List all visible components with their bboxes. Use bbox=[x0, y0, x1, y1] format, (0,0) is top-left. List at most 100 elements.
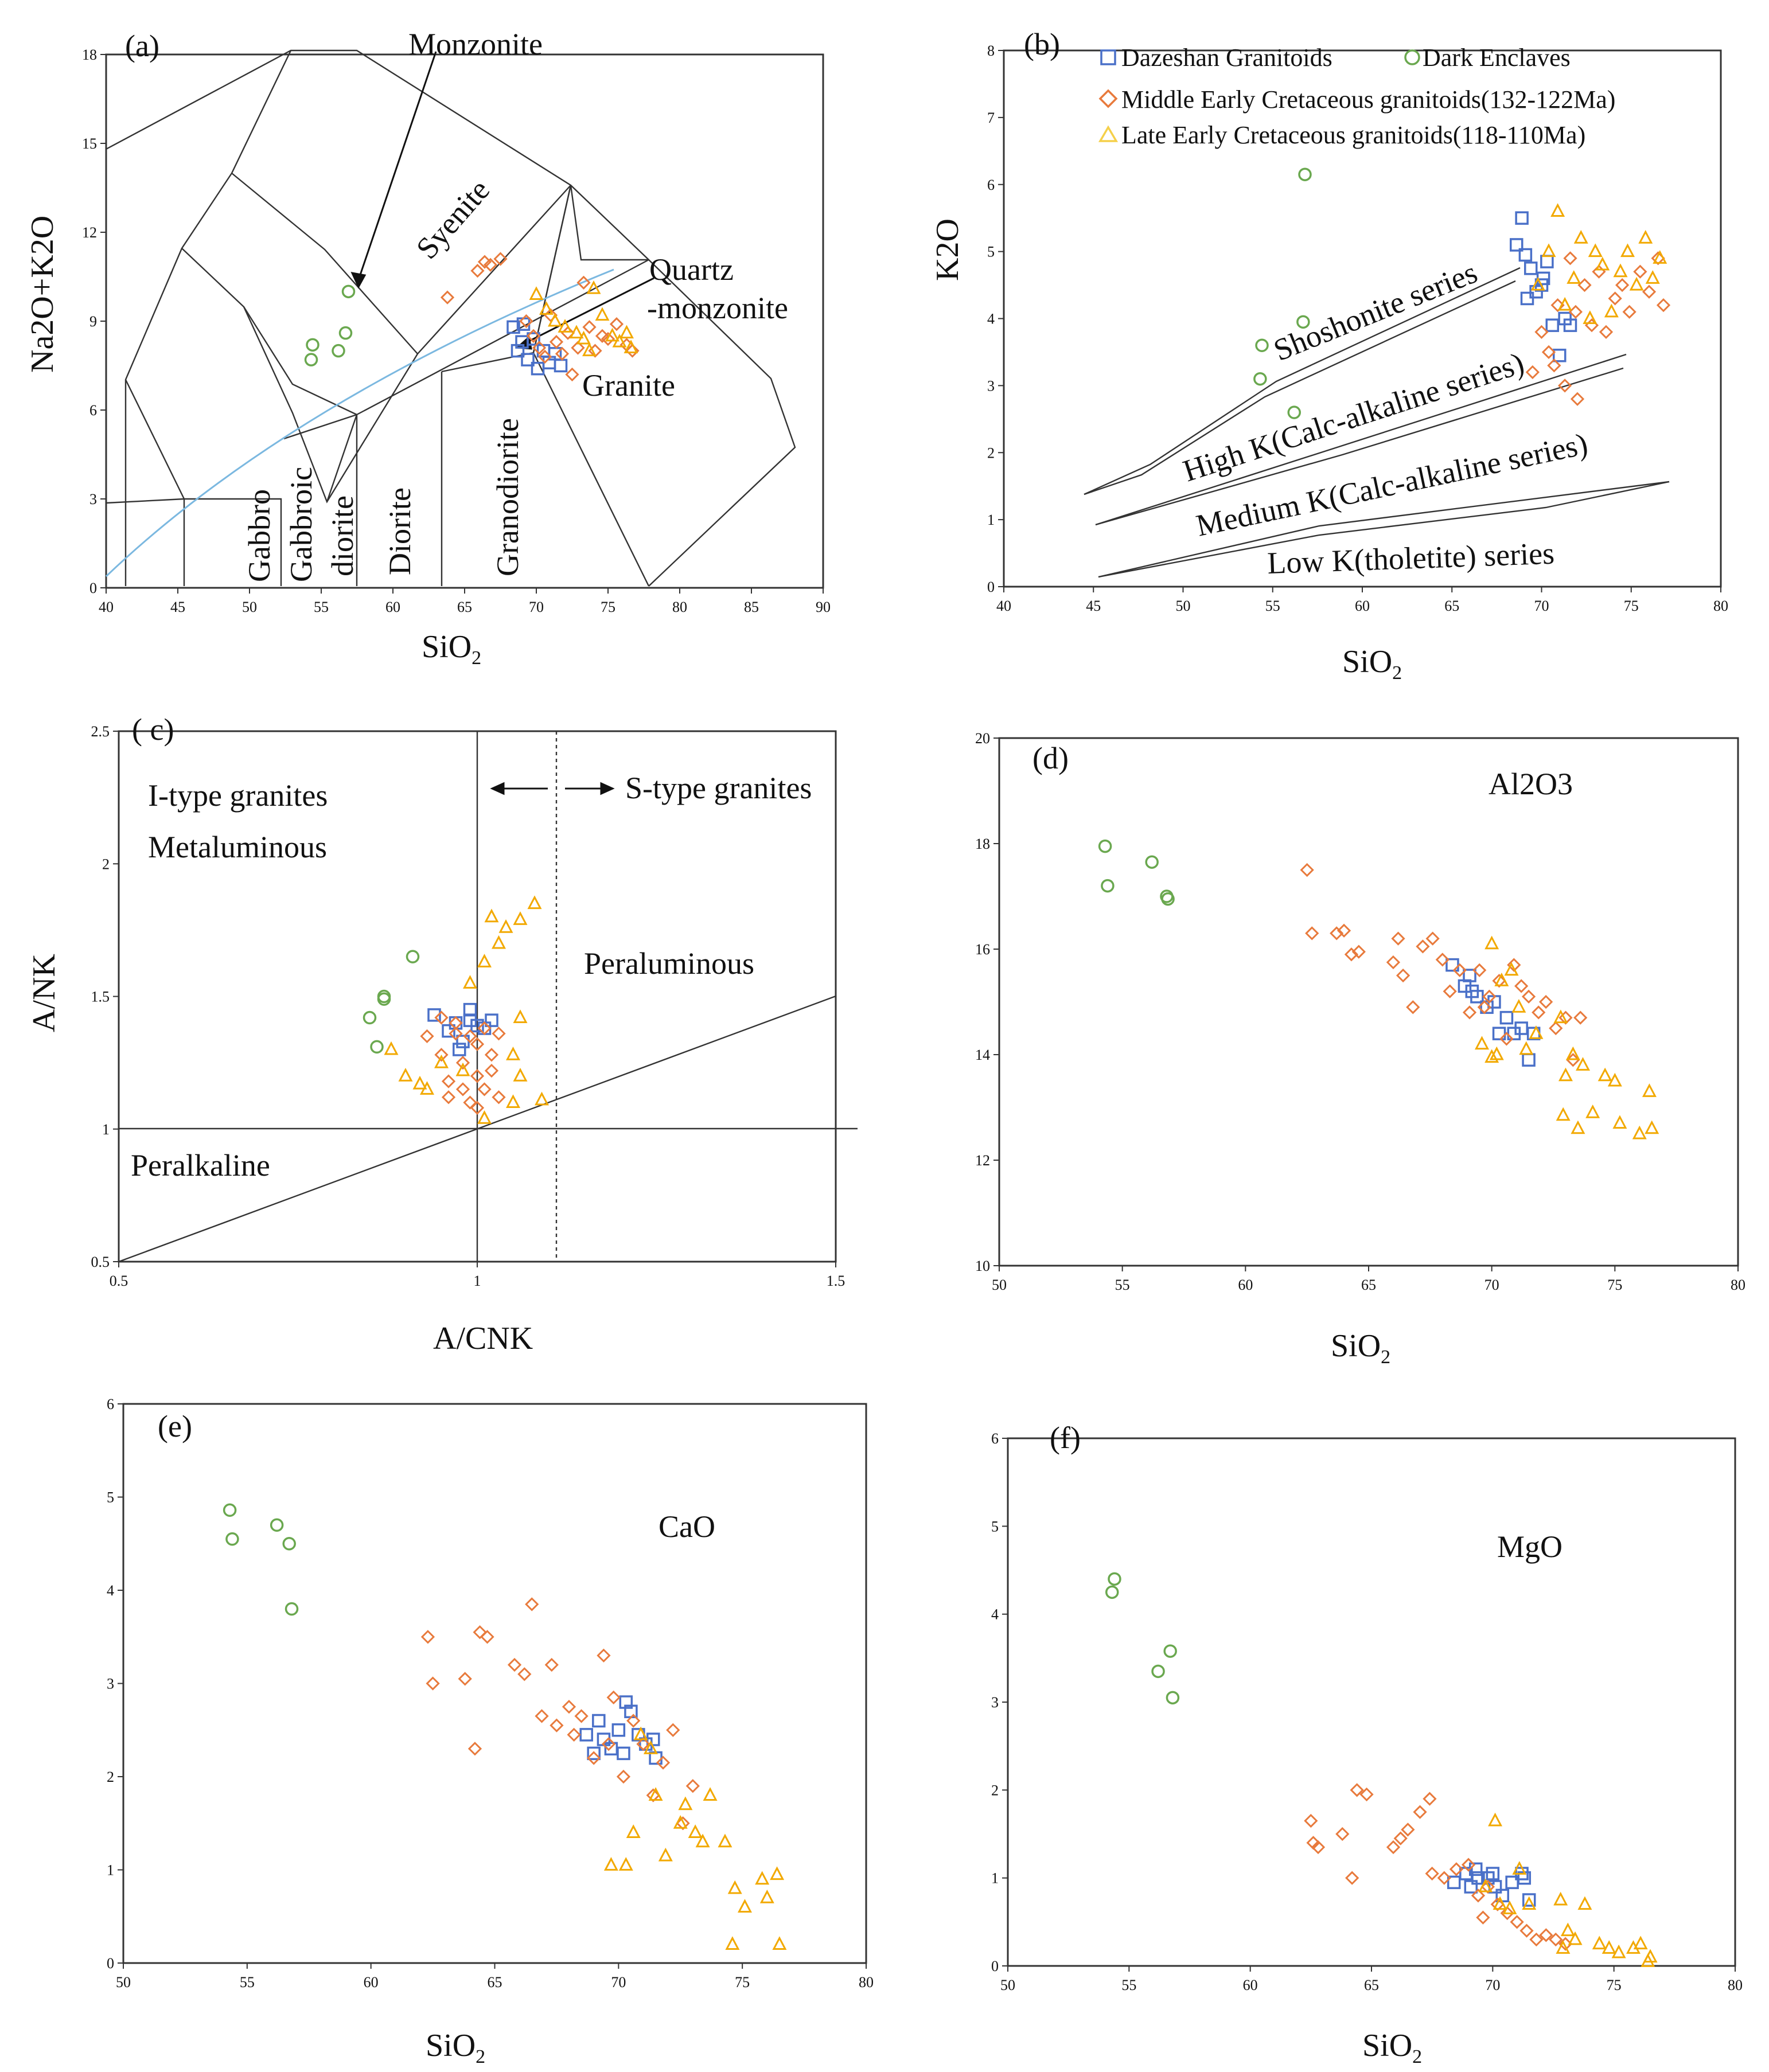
y-tick-label: 6 bbox=[89, 402, 97, 419]
panel-d-xlabel-main: SiO bbox=[1331, 1328, 1381, 1364]
panel-d-marks: 50 55 60 65 70 75 80 10 12 14 16 18 20 bbox=[975, 730, 1745, 1293]
panel-f-marks: 50 55 60 65 70 75 80 0 1 2 3 4 5 6 bbox=[991, 1430, 1743, 1993]
data-point-diamond bbox=[484, 1063, 499, 1078]
data-point-diamond bbox=[601, 1737, 616, 1751]
x-tick-label: 50 bbox=[992, 1277, 1007, 1293]
data-point-triangle bbox=[398, 1068, 413, 1082]
data-point-triangle bbox=[648, 1787, 663, 1801]
data-point-diamond bbox=[1344, 947, 1359, 962]
data-point-circle bbox=[377, 989, 391, 1004]
x-tick-label: 1 bbox=[474, 1273, 481, 1289]
data-point-diamond bbox=[1345, 1871, 1359, 1885]
panel-b-xlabel-main: SiO bbox=[1342, 644, 1392, 680]
data-point-diamond bbox=[1558, 1010, 1573, 1025]
data-point-diamond bbox=[1547, 358, 1561, 373]
data-point-triangle bbox=[1585, 1104, 1600, 1118]
data-point-circle bbox=[223, 1503, 237, 1517]
data-point-diamond bbox=[1510, 1915, 1524, 1929]
data-point-circle bbox=[370, 1040, 384, 1054]
data-point-triangle bbox=[1638, 230, 1653, 244]
x-tick-label: 75 bbox=[1607, 1977, 1622, 1993]
data-point-triangle bbox=[1530, 276, 1545, 291]
data-point-square bbox=[485, 1013, 498, 1027]
data-point-triangle bbox=[1645, 1120, 1659, 1134]
data-point-diamond bbox=[473, 1625, 487, 1640]
data-point-diamond bbox=[1539, 1928, 1553, 1942]
series-boundaries bbox=[1084, 267, 1670, 578]
x-tick-label: 80 bbox=[1731, 1277, 1745, 1293]
y-tick-label: 1 bbox=[991, 1870, 999, 1887]
panel-e-title: CaO bbox=[658, 1509, 715, 1544]
x-tick-label: 80 bbox=[859, 1974, 874, 1991]
data-point-diamond bbox=[666, 1723, 680, 1737]
y-tick-label: 20 bbox=[975, 730, 990, 747]
panel-f-label: (f) bbox=[1050, 1421, 1081, 1455]
data-point-triangle bbox=[498, 919, 513, 933]
data-point-diamond bbox=[1443, 984, 1457, 998]
data-point-diamond bbox=[1396, 968, 1410, 983]
data-point-diamond bbox=[483, 257, 498, 272]
data-point-diamond bbox=[1656, 298, 1671, 313]
y-tick-label: 0 bbox=[991, 1958, 999, 1975]
field-metaluminous: Metaluminous bbox=[148, 830, 327, 864]
panel-d-xlabel: SiO2 bbox=[1331, 1328, 1390, 1368]
data-point-diamond bbox=[625, 344, 640, 358]
data-point-triangle bbox=[1519, 1041, 1534, 1055]
data-point-diamond bbox=[507, 1657, 522, 1672]
field-gabbroic-1: Gabbroic bbox=[284, 467, 318, 582]
field-diorite: Diorite bbox=[383, 487, 417, 575]
y-tick-label: 14 bbox=[975, 1047, 990, 1063]
data-point-triangle bbox=[513, 1068, 528, 1082]
data-point-triangle bbox=[1576, 1057, 1591, 1071]
data-point-diamond bbox=[477, 1082, 492, 1097]
data-point-diamond bbox=[532, 341, 547, 355]
legend-marker-dazeshan bbox=[1100, 49, 1116, 65]
data-point-triangle bbox=[759, 1890, 774, 1903]
data-point-triangle bbox=[755, 1871, 770, 1885]
x-tick-label: 55 bbox=[1115, 1277, 1130, 1293]
x-tick-label: 50 bbox=[1176, 598, 1191, 614]
data-point-diamond bbox=[1391, 931, 1405, 946]
y-tick-label: 3 bbox=[987, 377, 995, 394]
data-point-diamond bbox=[517, 1667, 532, 1681]
data-point-diamond bbox=[1435, 953, 1450, 967]
y-tick-label: 4 bbox=[991, 1606, 999, 1623]
data-point-square bbox=[1553, 349, 1567, 362]
data-point-diamond bbox=[1519, 1923, 1534, 1938]
data-point-triangle bbox=[1632, 1125, 1647, 1140]
data-point-circle bbox=[1151, 1664, 1165, 1679]
data-point-diamond bbox=[477, 1021, 492, 1036]
data-point-circle bbox=[363, 1010, 377, 1025]
data-point-triangle bbox=[695, 1833, 710, 1848]
data-point-circle bbox=[1108, 1572, 1121, 1586]
data-point-diamond bbox=[1558, 1937, 1573, 1951]
data-point-square bbox=[1499, 1010, 1514, 1025]
y-tick-label: 2 bbox=[107, 1769, 114, 1785]
data-point-diamond bbox=[544, 1657, 559, 1672]
data-point-diamond bbox=[1472, 963, 1487, 977]
data-point-diamond bbox=[1437, 1871, 1451, 1885]
data-point-square bbox=[617, 1746, 630, 1761]
panel-a-arrows bbox=[350, 51, 654, 350]
data-point-triangle bbox=[1620, 243, 1635, 257]
data-point-circle bbox=[1255, 338, 1269, 352]
y-tick-label: 15 bbox=[82, 135, 97, 152]
data-point-diamond bbox=[562, 1700, 576, 1714]
y-tick-label: 2 bbox=[991, 1782, 999, 1798]
data-point-square bbox=[592, 1714, 606, 1728]
data-point-diamond bbox=[1568, 305, 1583, 319]
data-point-square bbox=[506, 320, 520, 334]
data-point-diamond bbox=[470, 1101, 485, 1115]
data-point-diamond bbox=[420, 1630, 435, 1644]
x-tick-label: 70 bbox=[1484, 1277, 1499, 1293]
data-point-triangle bbox=[1607, 1072, 1622, 1087]
data-point-diamond bbox=[1577, 278, 1592, 292]
data-point-triangle bbox=[658, 1847, 673, 1862]
data-point-triangle bbox=[1484, 935, 1499, 950]
data-point-triangle bbox=[484, 908, 499, 923]
y-tick-label: 5 bbox=[107, 1489, 114, 1506]
data-point-triangle bbox=[1550, 203, 1565, 217]
legend-marker-late bbox=[1098, 125, 1119, 142]
data-point-triangle bbox=[1588, 243, 1603, 257]
data-point-triangle bbox=[548, 313, 562, 327]
